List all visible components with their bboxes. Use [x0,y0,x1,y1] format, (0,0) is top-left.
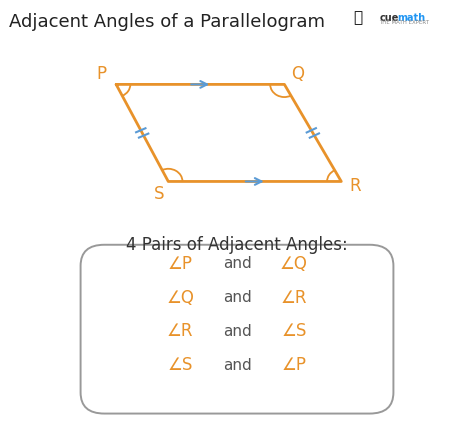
Text: Adjacent Angles of a Parallelogram: Adjacent Angles of a Parallelogram [9,13,326,31]
Text: ∠Q: ∠Q [280,255,308,273]
Text: ∠R: ∠R [281,289,307,306]
Text: and: and [223,357,251,373]
FancyBboxPatch shape [81,245,393,414]
Text: 🚀: 🚀 [353,11,362,26]
Text: THE MATH EXPERT: THE MATH EXPERT [379,20,429,25]
Text: 4 Pairs of Adjacent Angles:: 4 Pairs of Adjacent Angles: [126,236,348,254]
Text: cue: cue [379,13,399,23]
Text: R: R [350,177,361,195]
Text: P: P [97,65,107,83]
Text: S: S [154,185,164,203]
Text: ∠P: ∠P [168,255,192,273]
Text: math: math [397,13,425,23]
Text: ∠P: ∠P [282,356,306,374]
Text: ∠S: ∠S [281,322,307,340]
Text: ∠R: ∠R [167,322,193,340]
Text: ∠S: ∠S [167,356,193,374]
Text: and: and [223,256,251,271]
Text: ∠Q: ∠Q [166,289,194,306]
Text: and: and [223,324,251,339]
Text: Q: Q [291,65,304,83]
Text: and: and [223,290,251,305]
